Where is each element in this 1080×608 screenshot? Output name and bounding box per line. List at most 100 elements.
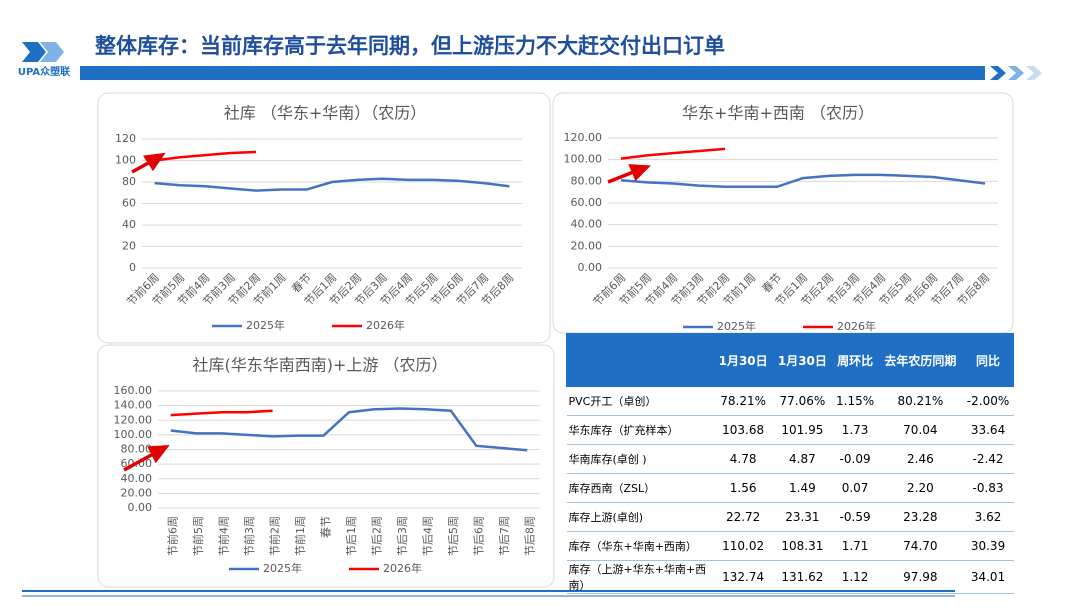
x-tick-label: 节后3周: [396, 516, 409, 556]
table-cell: 77.06%: [772, 386, 832, 416]
legend-label: 2025年: [246, 318, 285, 332]
chart-frame: [97, 92, 551, 344]
header-cell: 去年农历同期: [877, 333, 964, 387]
table-cell: 131.62: [772, 560, 832, 594]
table-cell: 103.68: [713, 415, 773, 445]
y-tick-label: 0.00: [578, 261, 603, 274]
legend-label: 2025年: [263, 561, 302, 575]
table-row: PVC开工（卓创） 78.21% 77.06% 1.15% 80.21% -2.00%: [566, 386, 1014, 416]
table-cell: 库存西南（ZSL）: [566, 473, 714, 503]
logo-text: UPA众塑联: [18, 65, 70, 78]
arrow-head: [628, 164, 651, 182]
table-cell: 华南库存(卓创 ): [566, 444, 714, 474]
x-tick-label: 节前2周: [268, 516, 282, 556]
table-cell: 1.49: [772, 473, 832, 503]
table-cell: 1.71: [832, 531, 879, 561]
table-row: 库存西南（ZSL） 1.56 1.49 0.07 2.20 -0.83: [566, 473, 1014, 503]
x-tick-label: 节前3周: [242, 516, 256, 556]
y-tick-label: 40.00: [121, 472, 153, 485]
legend-label: 2026年: [383, 561, 422, 575]
y-tick-label: 160.00: [114, 384, 153, 397]
x-tick-label: 节后1周: [345, 516, 358, 556]
chevron: [990, 66, 1006, 80]
y-tick-label: 80.00: [121, 443, 153, 456]
table-row: 华南库存(卓创 ) 4.78 4.87 -0.09 2.46 -2.42: [566, 444, 1014, 474]
table-cell: 库存（华东+华南+西南）: [566, 531, 714, 561]
chart-title: 社库(华东华南西南)+上游 （农历）: [193, 356, 448, 375]
table-cell: 132.74: [713, 560, 773, 594]
y-tick-label: 40: [122, 218, 136, 231]
table-cell: 80.21%: [878, 386, 963, 416]
table-cell: 74.70: [878, 531, 963, 561]
header-cell: 1月30日: [772, 333, 833, 387]
series-line: [154, 150, 257, 162]
table-cell: 2.20: [878, 473, 963, 503]
table-cell: 3.62: [962, 502, 1014, 532]
chart-title: 华东+华南+西南 （农历）: [682, 104, 874, 123]
x-tick-label: 节前4周: [217, 516, 231, 556]
table-cell: 华东库存（扩充样本）: [566, 415, 714, 445]
y-tick-label: 100.00: [564, 153, 603, 166]
x-tick-label: 春节: [320, 516, 333, 538]
y-tick-label: 80.00: [571, 174, 603, 187]
y-tick-label: 120.00: [114, 413, 153, 426]
header-bar: [80, 66, 985, 80]
x-tick-label: 节后7周: [498, 516, 511, 556]
table-row: 华东库存（扩充样本） 103.68 101.95 1.73 70.04 33.64: [566, 415, 1014, 445]
header-cell: 1月30日: [712, 333, 774, 387]
header-cell: [566, 333, 714, 387]
table-cell: 78.21%: [713, 386, 773, 416]
table-cell: 0.07: [832, 473, 879, 503]
table-cell: 1.73: [832, 415, 879, 445]
arrows: [123, 152, 651, 472]
series-line: [620, 173, 986, 188]
arrow-head: [147, 445, 170, 464]
chart-title: 社库 （华东+华南）（农历）: [224, 104, 427, 123]
table-cell: 101.95: [772, 415, 832, 445]
legend-label: 2025年: [717, 319, 756, 333]
chevron: [1026, 66, 1042, 80]
x-tick-label: 节前5周: [191, 516, 205, 556]
chevron: [1008, 66, 1024, 80]
logo: UPA众塑联: [18, 42, 70, 78]
legend-label: 2026年: [366, 318, 405, 332]
x-tick-label: 节前1周: [293, 516, 307, 556]
table-row: 库存（华东+华南+西南） 110.02 108.31 1.71 74.70 30.39: [566, 531, 1014, 561]
table-cell: 34.01: [962, 560, 1014, 594]
legend-label: 2026年: [837, 319, 876, 333]
inventory-table: 1月30日 1月30日 周环比 去年农历同期 同比 PVC开工（卓创） 78.21% 77.0…: [566, 333, 1014, 594]
table-cell: 22.72: [713, 502, 773, 532]
y-tick-label: 80: [122, 175, 136, 188]
table-cell: 4.78: [713, 444, 773, 474]
y-tick-label: 140.00: [114, 399, 153, 412]
series-line: [170, 409, 273, 417]
table-row: 库存上游(卓创) 22.72 23.31 -0.59 23.28 3.62: [566, 502, 1014, 532]
logo-mark: [40, 42, 64, 62]
table-cell: -2.42: [962, 444, 1014, 474]
table-cell: -0.83: [962, 473, 1014, 503]
y-tick-label: 60: [122, 197, 136, 210]
y-tick-label: 20.00: [571, 239, 603, 252]
table-cell: 23.28: [878, 502, 963, 532]
arrow-head: [143, 152, 166, 172]
table-cell: 4.87: [772, 444, 832, 474]
x-tick-label: 节后6周: [472, 516, 485, 556]
table-cell: 2.46: [878, 444, 963, 474]
table-cell: PVC开工（卓创）: [566, 386, 714, 416]
slide-title: 整体库存：当前库存高于去年同期，但上游压力不大赶交付出口订单: [95, 34, 725, 58]
series-line: [620, 147, 726, 160]
series-line: [170, 407, 528, 452]
y-tick-label: 40.00: [571, 218, 603, 231]
y-tick-label: 100: [115, 154, 136, 167]
y-tick-label: 0: [129, 261, 136, 274]
table-cell: 33.64: [962, 415, 1014, 445]
header-cell: 同比: [962, 333, 1014, 387]
table-cell: 1.12: [832, 560, 879, 594]
table-cell: -0.09: [832, 444, 879, 474]
table-cell: 库存（上游+华东+华南+西南）: [566, 560, 714, 594]
x-tick-label: 节后5周: [447, 516, 460, 556]
table-cell: -2.00%: [962, 386, 1014, 416]
table-cell: 23.31: [772, 502, 832, 532]
